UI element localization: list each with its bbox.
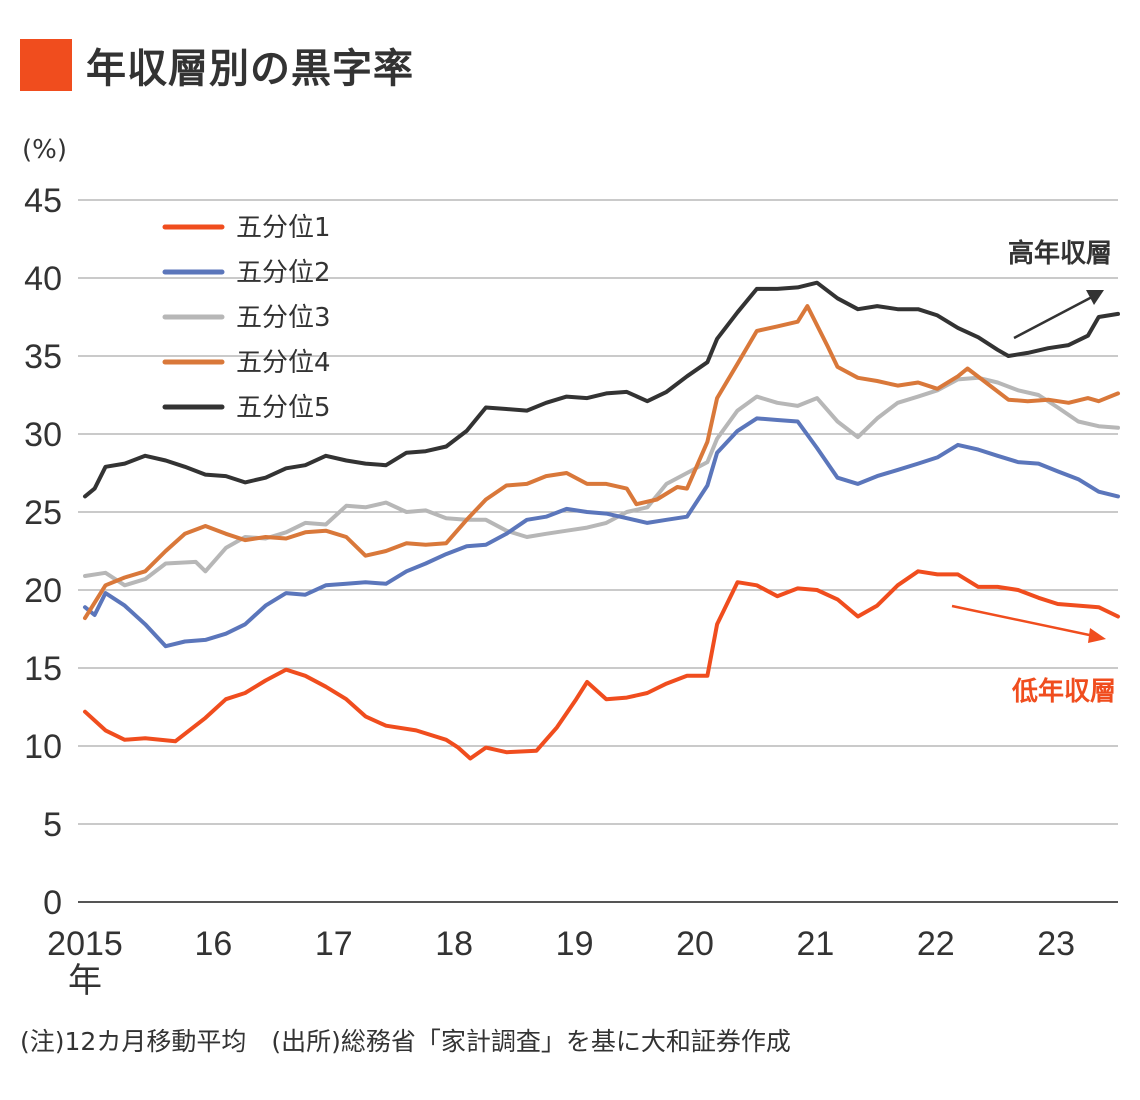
x-tick-label: 19 (556, 925, 594, 963)
annotation-high-label: 高年収層 (1008, 238, 1112, 269)
y-tick-label: 45 (24, 182, 62, 220)
x-tick-label: 20 (676, 925, 714, 963)
x-tick-label: 2015 (47, 925, 123, 963)
y-tick-label: 5 (43, 806, 62, 844)
annotation-high: 高年収層 (1008, 238, 1112, 340)
annotation-low-label: 低年収層 (1011, 676, 1116, 707)
series-line-5 (83, 280, 1120, 499)
series-lines (83, 280, 1120, 761)
legend-label-5: 五分位5 (236, 393, 331, 423)
chart-title: 年収層別の黒字率 (86, 46, 414, 92)
legend-label-4: 五分位4 (236, 348, 331, 378)
chart-title-block: 年収層別の黒字率 (20, 38, 414, 92)
x-tick-label: 16 (194, 925, 232, 963)
legend-label-1: 五分位1 (236, 213, 331, 243)
y-tick-label: 40 (24, 260, 62, 298)
annotation-high-arrow-shaft (1013, 295, 1093, 340)
x-axis-ticks: 2015 16 17 18 19 20 21 22 23 年 (47, 925, 1075, 1000)
series-line-4 (83, 304, 1120, 621)
x-tick-suffix: 年 (68, 962, 102, 1000)
annotation-low-arrowhead (1088, 628, 1106, 643)
y-axis-unit-label: (%) (22, 135, 67, 165)
y-tick-label: 15 (24, 650, 62, 688)
series-line-2 (83, 416, 1120, 649)
series-line-1 (83, 569, 1120, 761)
y-tick-label: 20 (24, 572, 62, 610)
title-square-marker (20, 39, 72, 91)
x-tick-label: 22 (917, 925, 955, 963)
annotation-high-arrowhead (1086, 290, 1104, 305)
y-tick-label: 10 (24, 728, 62, 766)
y-tick-label: 35 (24, 338, 62, 376)
y-axis-ticks: 45 40 35 30 25 20 15 10 5 0 (24, 182, 62, 922)
x-tick-label: 21 (796, 925, 834, 963)
y-tick-label: 30 (24, 416, 62, 454)
y-tick-label: 0 (43, 884, 62, 922)
legend-label-3: 五分位3 (236, 303, 331, 333)
x-tick-label: 23 (1037, 925, 1075, 963)
x-tick-label: 17 (315, 925, 353, 963)
y-tick-label: 25 (24, 494, 62, 532)
x-tick-label: 18 (435, 925, 473, 963)
annotation-low: 低年収層 (951, 604, 1116, 707)
annotation-low-arrow-shaft (951, 604, 1095, 638)
legend: 五分位1 五分位2 五分位3 五分位4 五分位5 (162, 213, 331, 423)
legend-label-2: 五分位2 (236, 258, 331, 288)
grid-lines (78, 199, 1118, 903)
footnote: (注)12カ月移動平均 (出所)総務省「家計調査」を基に大和証券作成 (20, 1027, 791, 1056)
